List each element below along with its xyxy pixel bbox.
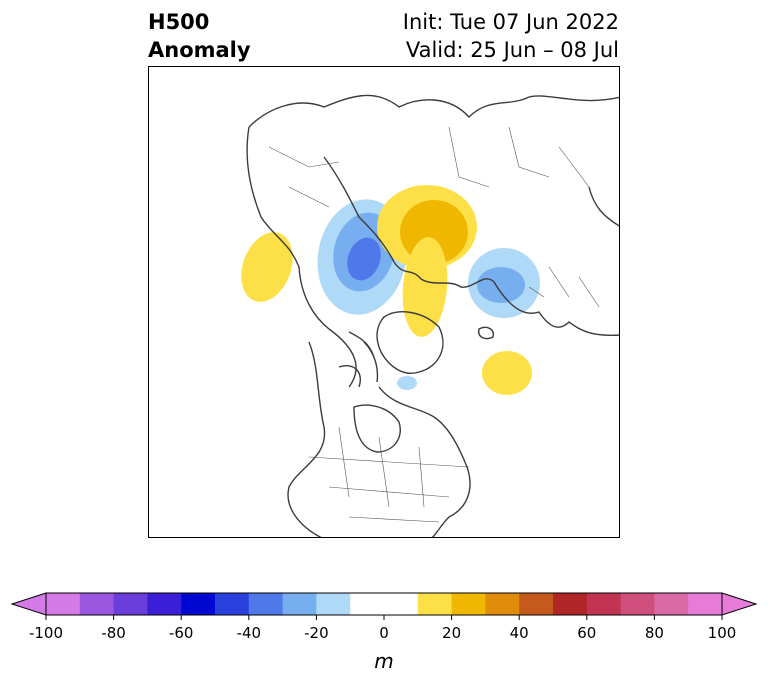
coast-iceland xyxy=(478,326,494,340)
colorbar-cell xyxy=(586,593,622,615)
colorbar-cell xyxy=(181,593,216,615)
coast-archipelago xyxy=(338,331,379,388)
colorbar-tick-label: 100 xyxy=(708,624,737,642)
coast-siberia xyxy=(323,156,495,288)
colorbar-cell xyxy=(553,593,588,615)
colorbar-cell xyxy=(248,593,284,615)
colorbar-cell xyxy=(147,593,182,615)
title-line-1: H500 xyxy=(148,10,210,34)
colorbar-cell xyxy=(215,593,250,615)
colorbar-cell xyxy=(620,593,655,615)
colorbar-cell xyxy=(79,593,115,615)
anomaly-positive-alaska xyxy=(241,232,293,302)
forecast-dates: Init: Tue 07 Jun 2022 Valid: 25 Jun – 08… xyxy=(403,8,619,64)
colorbar-extend-min-arrow xyxy=(10,592,47,616)
colorbar-cell xyxy=(46,593,81,615)
colorbar-cell xyxy=(282,593,317,615)
anomaly-negative-scandinavia-core xyxy=(477,267,525,303)
chart-title: H500 Anomaly xyxy=(148,8,251,64)
colorbar-units-label: m xyxy=(374,649,393,673)
anomaly-positive-atlantic xyxy=(482,351,532,395)
colorbar-cell xyxy=(316,593,351,615)
colorbar-tick-label: -80 xyxy=(101,624,126,642)
colorbar-tick-label: -40 xyxy=(237,624,262,642)
borders-asia xyxy=(268,126,590,208)
colorbar-tick-label: -100 xyxy=(29,624,63,642)
colorbar-tick-label: 20 xyxy=(442,624,461,642)
init-date: Init: Tue 07 Jun 2022 xyxy=(402,10,619,34)
borders-europe xyxy=(528,266,600,308)
title-line-2: Anomaly xyxy=(148,38,251,62)
coast-east xyxy=(588,186,619,227)
colorbar-cell xyxy=(350,593,419,615)
colorbar-cell xyxy=(113,593,148,615)
coast-asia xyxy=(248,94,619,128)
colorbar-cell xyxy=(451,593,486,615)
coast-europe xyxy=(493,281,619,337)
anomaly-positive-greenland-arm xyxy=(402,237,448,337)
colorbar-cell xyxy=(688,593,723,615)
coast-greenland xyxy=(376,311,444,374)
anomaly-map xyxy=(149,67,619,537)
colorbar-cell xyxy=(485,593,520,615)
colorbar-tick-label: 60 xyxy=(577,624,596,642)
colorbar-cells xyxy=(46,593,723,615)
anomaly-negative-hudson xyxy=(397,376,417,390)
colorbar-tick-label: 0 xyxy=(379,624,389,642)
borders xyxy=(268,126,600,523)
coast-hudson-bay xyxy=(353,404,401,453)
anomaly-shading xyxy=(241,185,540,395)
colorbar: -100 -80 -60 -40 -20 0 20 40 60 80 100 m xyxy=(10,592,758,673)
colorbar-tick-label: 80 xyxy=(645,624,664,642)
colorbar-extend-max-arrow xyxy=(721,592,758,616)
anomaly-negative-siberia-core xyxy=(347,237,381,281)
colorbar-cell xyxy=(417,593,453,615)
colorbar-cell xyxy=(519,593,554,615)
coastlines xyxy=(246,94,619,537)
valid-date: Valid: 25 Jun – 08 Jul xyxy=(405,38,619,62)
colorbar-tick-label: -60 xyxy=(169,624,194,642)
borders-north-america xyxy=(308,426,470,523)
colorbar-cell xyxy=(654,593,689,615)
colorbar-tick-label: 40 xyxy=(510,624,529,642)
coast-beringia xyxy=(246,126,357,388)
map-panel xyxy=(148,66,620,538)
colorbar-tick-label: -20 xyxy=(304,624,329,642)
colorbar-ticks: -100 -80 -60 -40 -20 0 20 40 60 80 100 xyxy=(29,615,736,642)
